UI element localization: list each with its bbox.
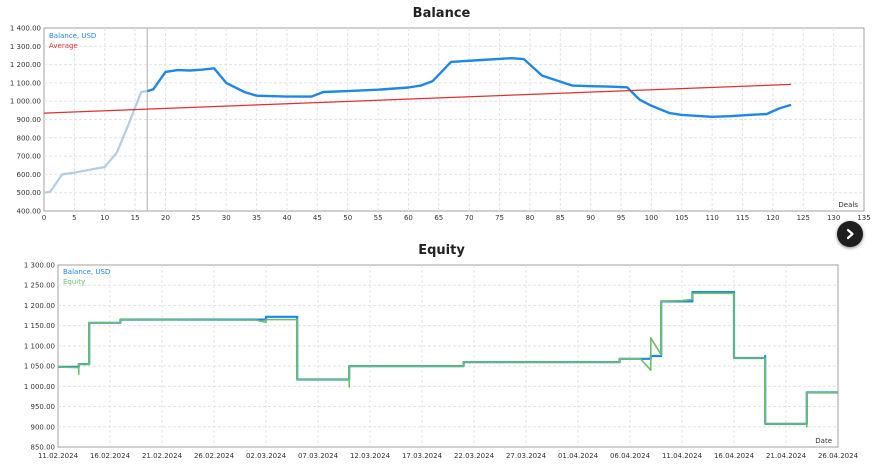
average-line xyxy=(43,83,792,114)
next-chart-button[interactable] xyxy=(837,221,863,247)
equity-x-axis-label: Date xyxy=(815,437,832,445)
balance-x-tick-label: 115 xyxy=(736,214,749,222)
equity-y-tick-label: 1 100.00 xyxy=(24,342,55,350)
balance-x-tick-label: 20 xyxy=(161,214,170,222)
balance-x-tick-label: 125 xyxy=(797,214,810,222)
balance-x-tick-label: 45 xyxy=(313,214,322,222)
balance-y-tick-label: 800.00 xyxy=(17,134,42,142)
balance-y-tick-label: 600.00 xyxy=(17,171,42,179)
equity-y-tick-label: 1 000.00 xyxy=(24,383,55,391)
equity-y-tick-label: 1 250.00 xyxy=(24,282,55,290)
balance-x-tick-label: 80 xyxy=(525,214,534,222)
balance-x-tick-label: 130 xyxy=(827,214,840,222)
balance-y-tick-label: 1 100.00 xyxy=(10,79,41,87)
balance-y-tick-label: 900.00 xyxy=(17,116,42,124)
equity-x-tick-label: 02.03.2024 xyxy=(246,452,287,460)
balance-legend-average: Average xyxy=(49,42,78,50)
balance-x-tick-label: 60 xyxy=(404,214,413,222)
balance-y-tick-label: 400.00 xyxy=(17,208,42,216)
balance-y-tick-label: 1 200.00 xyxy=(10,61,41,69)
chevron-right-icon xyxy=(846,228,854,240)
equity-y-tick-label: 1 200.00 xyxy=(24,302,55,310)
balance-line-history xyxy=(43,90,148,194)
balance-x-tick-label: 5 xyxy=(72,214,76,222)
balance-x-tick-label: 120 xyxy=(766,214,779,222)
equity-x-tick-label: 16.04.2024 xyxy=(714,452,755,460)
equity-line xyxy=(57,292,838,428)
balance-x-axis-label: Deals xyxy=(838,201,858,209)
balance-x-tick-label: 90 xyxy=(586,214,595,222)
balance-x-tick-label: 10 xyxy=(100,214,109,222)
equity-y-tick-label: 1 150.00 xyxy=(24,322,55,330)
balance-x-tick-label: 35 xyxy=(252,214,261,222)
equity-x-tick-label: 11.04.2024 xyxy=(662,452,703,460)
balance-x-tick-label: 25 xyxy=(191,214,200,222)
equity-y-tick-label: 1 300.00 xyxy=(24,262,55,270)
equity-x-tick-label: 21.04.2024 xyxy=(766,452,807,460)
balance-x-tick-label: 105 xyxy=(675,214,688,222)
balance-x-tick-label: 0 xyxy=(42,214,46,222)
balance-line xyxy=(146,57,792,118)
balance-y-tick-label: 1 300.00 xyxy=(10,43,41,51)
balance-y-tick-label: 1 400.00 xyxy=(10,25,41,33)
balance-y-tick-label: 500.00 xyxy=(17,189,42,197)
equity-x-tick-label: 01.04.2024 xyxy=(558,452,599,460)
equity-x-tick-label: 12.03.2024 xyxy=(350,452,391,460)
equity-x-tick-label: 16.02.2024 xyxy=(90,452,131,460)
equity-y-tick-label: 1 050.00 xyxy=(24,363,55,371)
balance-x-tick-label: 100 xyxy=(645,214,658,222)
equity-y-tick-label: 950.00 xyxy=(31,403,56,411)
balance-x-tick-label: 15 xyxy=(131,214,140,222)
balance-x-tick-label: 50 xyxy=(343,214,352,222)
balance-y-tick-label: 1 000.00 xyxy=(10,98,41,106)
equity-x-tick-label: 06.04.2024 xyxy=(610,452,651,460)
balance-x-tick-label: 70 xyxy=(465,214,474,222)
equity-x-tick-label: 11.02.2024 xyxy=(38,452,79,460)
balance-chart-title: Balance xyxy=(412,6,471,21)
equity-x-tick-label: 26.02.2024 xyxy=(194,452,235,460)
equity-x-tick-label: 22.03.2024 xyxy=(454,452,495,460)
balance-y-tick-label: 700.00 xyxy=(17,153,42,161)
equity-x-tick-label: 21.02.2024 xyxy=(142,452,183,460)
equity-plot-area xyxy=(57,264,839,448)
balance-x-tick-label: 55 xyxy=(374,214,383,222)
equity-x-tick-label: 07.03.2024 xyxy=(298,452,339,460)
balance-x-tick-label: 85 xyxy=(556,214,565,222)
equity-y-tick-label: 850.00 xyxy=(31,444,56,452)
balance-x-tick-label: 110 xyxy=(705,214,718,222)
equity-x-tick-label: 27.03.2024 xyxy=(506,452,547,460)
balance-x-tick-label: 75 xyxy=(495,214,504,222)
equity-y-tick-label: 900.00 xyxy=(31,423,56,431)
balance-legend-balance: Balance, USD xyxy=(49,32,96,40)
equity-chart-title: Equity xyxy=(418,243,465,258)
balance-x-tick-label: 30 xyxy=(222,214,231,222)
equity-legend-equity: Equity xyxy=(63,278,85,286)
balance-x-tick-label: 65 xyxy=(434,214,443,222)
equity-legend-balance: Balance, USD xyxy=(63,268,110,276)
balance-x-tick-label: 40 xyxy=(283,214,292,222)
balance-x-tick-label: 95 xyxy=(617,214,626,222)
equity-x-tick-label: 26.04.2024 xyxy=(818,452,859,460)
equity-x-tick-label: 17.03.2024 xyxy=(402,452,443,460)
balance-x-tick-label: 135 xyxy=(857,214,870,222)
